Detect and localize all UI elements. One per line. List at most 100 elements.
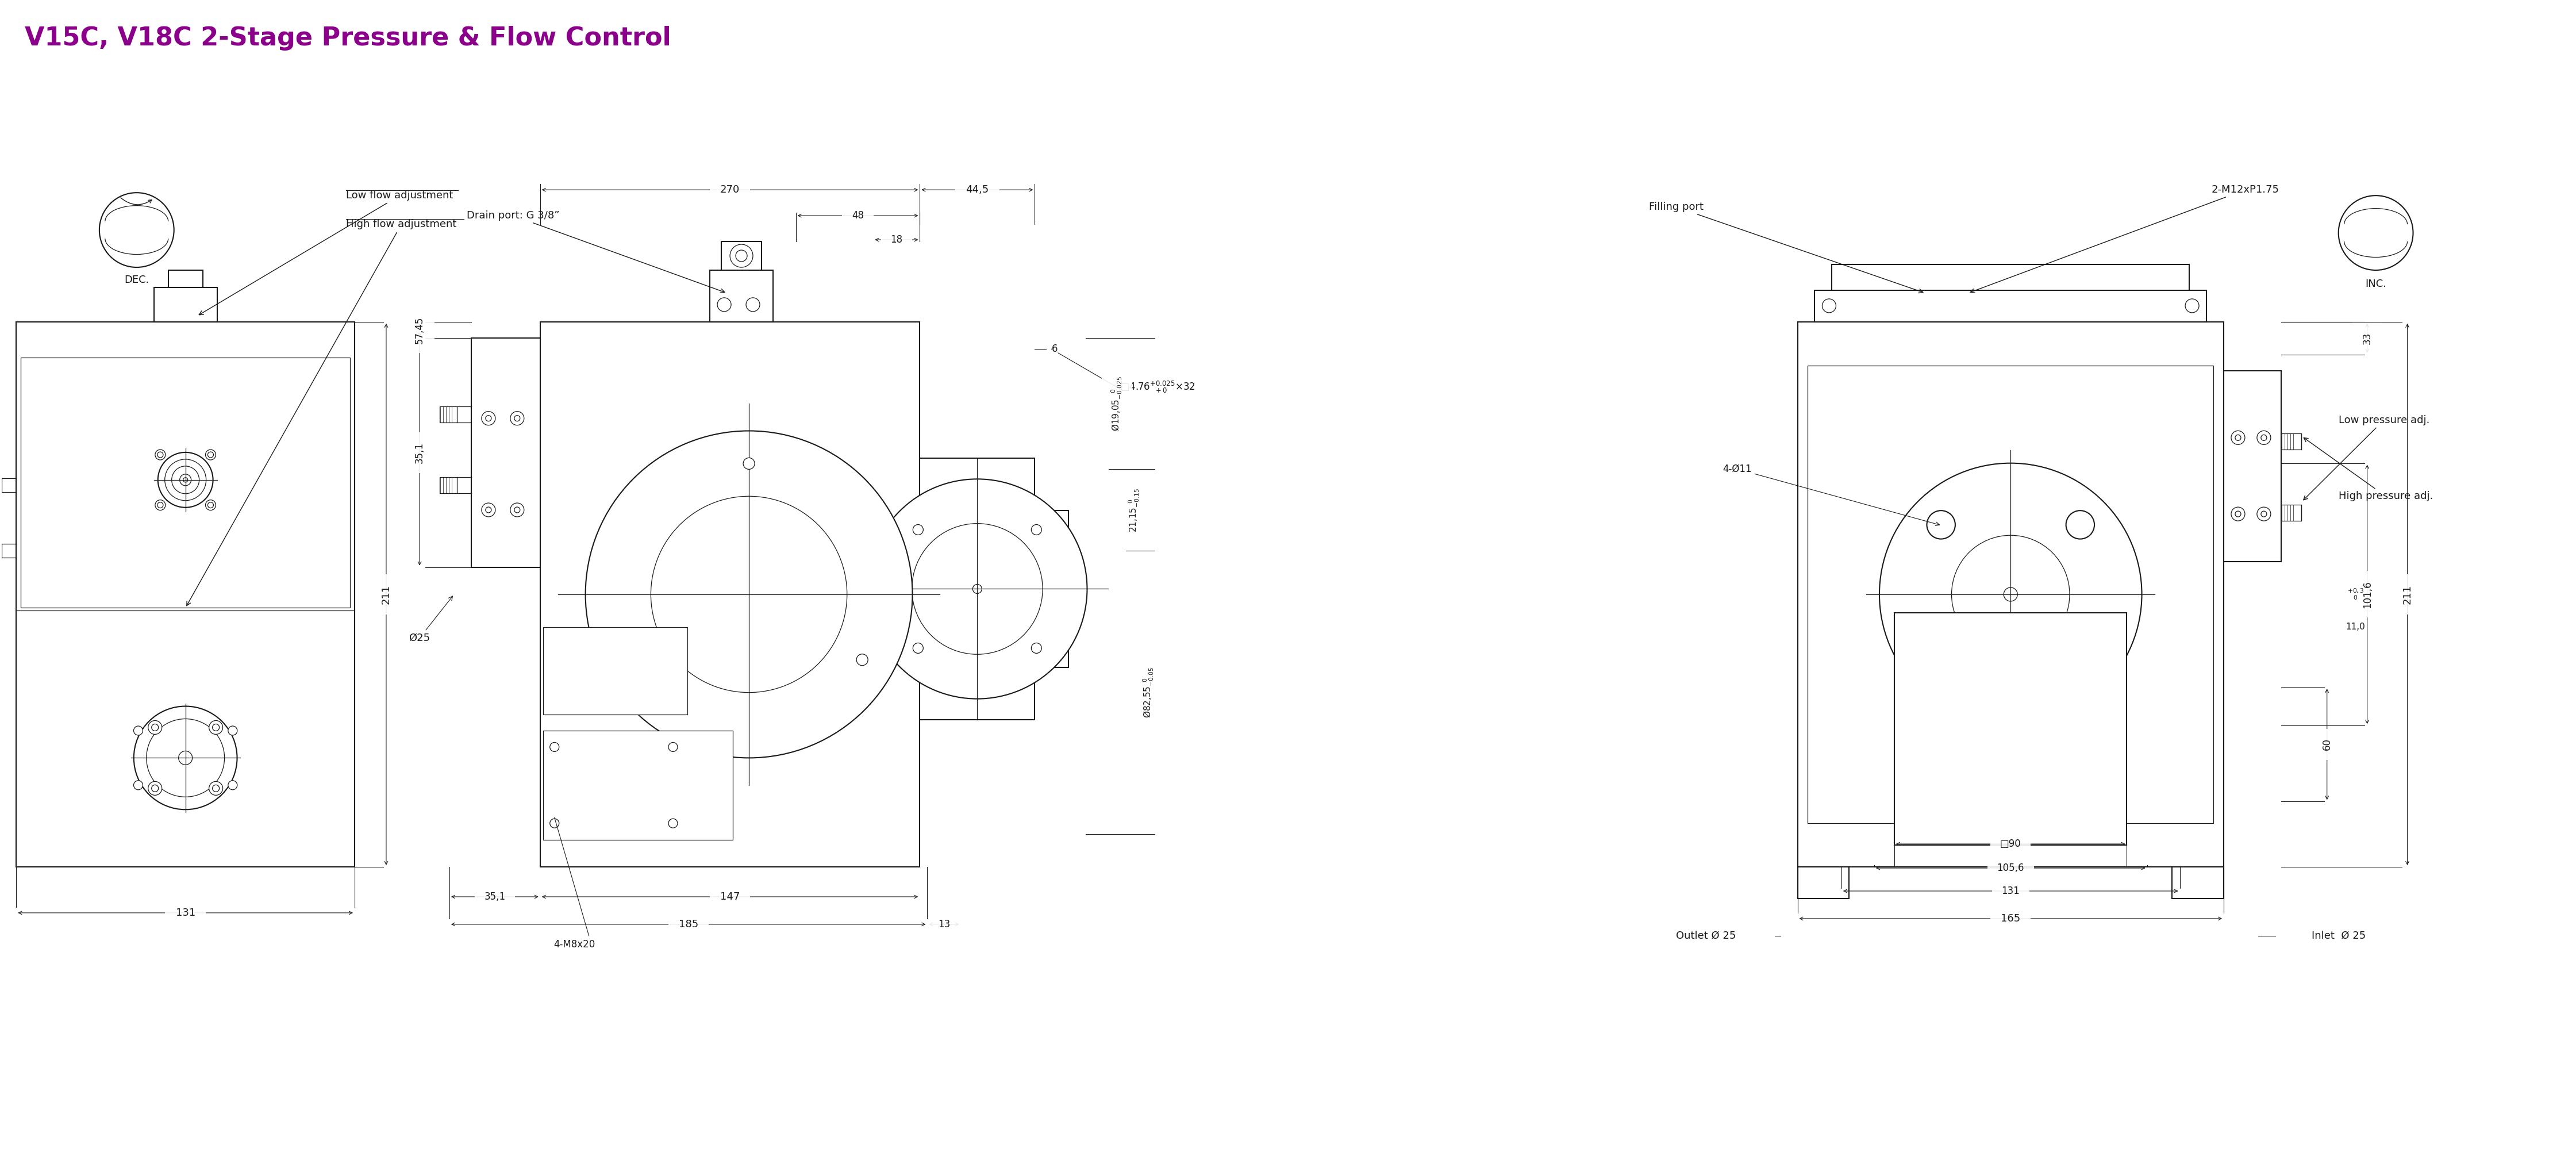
Circle shape — [134, 726, 142, 735]
Circle shape — [585, 431, 912, 758]
Text: High flow adjustment: High flow adjustment — [185, 219, 456, 606]
Circle shape — [229, 781, 237, 790]
Circle shape — [209, 720, 222, 734]
Text: 165: 165 — [2002, 914, 2020, 924]
Circle shape — [2236, 434, 2241, 440]
Bar — [440, 407, 456, 423]
Circle shape — [482, 411, 495, 425]
Circle shape — [149, 781, 162, 795]
Text: 11,0: 11,0 — [2347, 623, 2365, 631]
Circle shape — [549, 742, 559, 751]
Text: Outlet Ø 25: Outlet Ø 25 — [1677, 931, 1736, 941]
Bar — [471, 339, 541, 567]
Text: INC.: INC. — [2365, 279, 2385, 289]
Text: 48: 48 — [853, 211, 863, 221]
Circle shape — [747, 297, 760, 311]
Text: 13: 13 — [938, 919, 951, 930]
Text: V15C, V18C 2-Stage Pressure & Flow Control: V15C, V18C 2-Stage Pressure & Flow Contr… — [26, 26, 672, 51]
Circle shape — [183, 478, 188, 483]
Circle shape — [2257, 431, 2269, 445]
Circle shape — [211, 785, 219, 791]
Circle shape — [211, 723, 219, 730]
Circle shape — [667, 819, 677, 828]
Circle shape — [155, 500, 165, 510]
Text: $^{+0,3}_{\ \ \ 0}$: $^{+0,3}_{\ \ \ 0}$ — [2347, 588, 2365, 601]
Circle shape — [868, 479, 1087, 699]
Text: □4.76$^{+0.025}_{\ \ +0}$×32: □4.76$^{+0.025}_{\ \ +0}$×32 — [1121, 380, 1195, 394]
Circle shape — [206, 500, 216, 510]
Circle shape — [180, 475, 191, 486]
Circle shape — [149, 720, 162, 734]
Bar — [541, 321, 920, 867]
Bar — [2282, 505, 2300, 521]
Circle shape — [206, 449, 216, 460]
Circle shape — [2262, 434, 2267, 440]
Circle shape — [2262, 511, 2267, 517]
Text: 60: 60 — [2321, 738, 2331, 750]
Text: Low pressure adj.: Low pressure adj. — [2303, 415, 2429, 500]
Circle shape — [1821, 298, 1837, 312]
Circle shape — [1953, 536, 2069, 653]
Circle shape — [487, 507, 492, 513]
Bar — [920, 458, 1036, 720]
Bar — [15, 321, 355, 867]
Circle shape — [912, 523, 1043, 654]
Circle shape — [716, 297, 732, 311]
Circle shape — [173, 467, 198, 494]
Circle shape — [729, 244, 752, 267]
Circle shape — [515, 416, 520, 422]
Bar — [1893, 613, 2128, 846]
Text: 2-M12xP1.75: 2-M12xP1.75 — [1971, 184, 2280, 293]
Circle shape — [912, 524, 922, 535]
Circle shape — [152, 785, 160, 791]
Circle shape — [2257, 507, 2269, 521]
Circle shape — [549, 819, 559, 828]
Text: 57,45: 57,45 — [415, 317, 425, 343]
Circle shape — [1880, 463, 2141, 726]
Bar — [711, 271, 773, 321]
Text: 147: 147 — [721, 892, 739, 902]
Circle shape — [134, 781, 142, 790]
Text: Ø25: Ø25 — [410, 597, 453, 643]
Text: 131: 131 — [2002, 886, 2020, 896]
Text: 4-M8x20: 4-M8x20 — [554, 939, 595, 949]
Circle shape — [209, 502, 214, 508]
Bar — [1036, 510, 1069, 667]
Bar — [1832, 265, 2190, 290]
Bar — [2282, 433, 2300, 449]
Text: 35,1: 35,1 — [415, 442, 425, 463]
Bar — [1814, 290, 2208, 321]
Circle shape — [209, 452, 214, 457]
Circle shape — [229, 726, 237, 735]
Text: 35,1: 35,1 — [484, 892, 505, 902]
Circle shape — [157, 453, 214, 508]
Text: 4-Ø11: 4-Ø11 — [1723, 464, 1940, 525]
Circle shape — [737, 250, 747, 262]
Circle shape — [2184, 298, 2200, 312]
Bar — [21, 357, 350, 608]
Circle shape — [178, 751, 193, 765]
Circle shape — [912, 643, 922, 653]
Text: 131: 131 — [175, 908, 196, 918]
Circle shape — [1927, 650, 1955, 679]
Circle shape — [2231, 507, 2244, 521]
Circle shape — [482, 503, 495, 517]
Text: 211: 211 — [381, 584, 392, 604]
Circle shape — [147, 719, 224, 797]
Text: DEC.: DEC. — [124, 275, 149, 285]
Text: 185: 185 — [677, 919, 698, 930]
Circle shape — [134, 706, 237, 810]
Text: Low flow adjustment: Low flow adjustment — [198, 190, 453, 314]
Bar — [1798, 867, 1850, 899]
Circle shape — [1030, 643, 1041, 653]
Text: Ø19,05$^{\ \ \ 0}_{-0.025}$: Ø19,05$^{\ \ \ 0}_{-0.025}$ — [1110, 376, 1123, 431]
Bar — [167, 271, 204, 287]
Text: Drain port: G 3/8”: Drain port: G 3/8” — [466, 211, 724, 293]
Circle shape — [2066, 510, 2094, 539]
Circle shape — [2066, 650, 2094, 679]
Circle shape — [209, 781, 222, 795]
Circle shape — [2236, 511, 2241, 517]
Text: □90: □90 — [1999, 839, 2022, 849]
Text: 270: 270 — [721, 184, 739, 195]
Circle shape — [157, 502, 162, 508]
